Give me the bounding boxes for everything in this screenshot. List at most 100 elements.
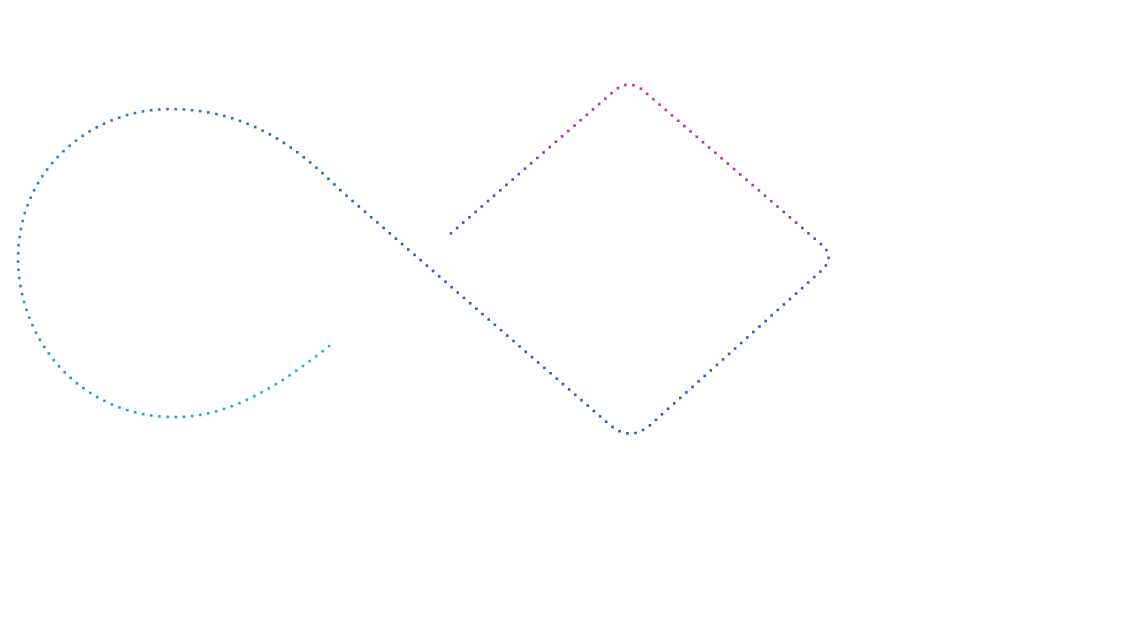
curve-dot (174, 415, 178, 419)
curve-dot (190, 108, 194, 112)
curve-dot (117, 116, 121, 119)
curve-dot (190, 414, 194, 418)
curve-dot (261, 129, 264, 132)
curve-dot (764, 319, 767, 323)
curve-dot (47, 352, 51, 355)
curve-dot (652, 98, 655, 101)
curve-dot (739, 341, 743, 345)
curve-dot (707, 146, 711, 149)
curve-dot (580, 398, 583, 402)
curve-dot (23, 211, 27, 215)
curve-dot (604, 97, 607, 100)
curve-dot (475, 307, 478, 310)
curve-dot (726, 162, 730, 165)
curve-dot (788, 216, 792, 219)
curve-dot (794, 292, 798, 295)
curve-dot (626, 432, 629, 435)
curve-dot (222, 407, 226, 411)
curve-dot (16, 260, 20, 263)
curve-dot (57, 365, 61, 368)
curve-dot (327, 177, 330, 181)
curve-dot (425, 264, 429, 267)
curve-dot (591, 108, 595, 111)
curve-dot (315, 166, 318, 170)
curve-dot (800, 286, 804, 290)
curve-dot (126, 408, 129, 412)
curve-dot (732, 167, 736, 171)
curve-dot (88, 130, 91, 133)
curve-dot (95, 126, 98, 129)
curve-dot (658, 103, 661, 106)
curve-dot (782, 210, 785, 214)
curve-dot (462, 296, 466, 300)
curve-dot (654, 418, 658, 422)
curve-dot (721, 358, 725, 361)
curve-dot (709, 369, 713, 372)
curve-dot (561, 382, 565, 386)
curve-dot (36, 181, 40, 185)
curve-dot (69, 376, 72, 380)
curve-dot (125, 113, 129, 117)
curve-dot (308, 359, 311, 363)
curve-dot (296, 151, 299, 154)
curve-dot (763, 194, 767, 198)
curve-dot (474, 210, 477, 214)
curve-dot (158, 108, 161, 111)
curve-dot (555, 377, 559, 380)
curve-dot (45, 168, 49, 171)
curve-dot (166, 107, 169, 111)
curve-dot (720, 157, 723, 160)
curve-dot (536, 156, 539, 160)
curve-dot (31, 323, 34, 327)
curve-dot (333, 183, 336, 186)
curve-dot (727, 352, 731, 356)
curve-dot (449, 232, 453, 235)
curve-dot (782, 303, 786, 306)
curve-dot (676, 119, 680, 122)
curve-dot (207, 111, 210, 114)
curve-dot (703, 374, 706, 378)
curve-dot (214, 410, 218, 413)
curve-dot (641, 428, 645, 432)
curve-dot (624, 83, 627, 87)
curve-dot (567, 129, 570, 133)
curve-dot (714, 151, 717, 155)
curve-dot (275, 137, 279, 140)
curve-dot (50, 161, 54, 165)
curve-dot (63, 371, 66, 374)
curve-dot (308, 161, 312, 164)
curve-dot (536, 361, 540, 364)
curve-dot (52, 358, 56, 362)
curve-dot (529, 162, 533, 165)
curve-dot (794, 221, 798, 224)
curve-dot (29, 196, 32, 199)
curve-dot (141, 412, 145, 416)
curve-dot (645, 92, 649, 96)
curve-dot (505, 183, 508, 187)
curve-dot (133, 111, 137, 115)
curve-dot (499, 189, 502, 192)
curve-dot (493, 323, 497, 327)
curve-dot (158, 415, 161, 418)
curve-dot (321, 349, 324, 353)
curve-dot (739, 173, 742, 176)
curve-dot (382, 226, 385, 230)
curve-dot (598, 415, 602, 418)
curve-dot (770, 314, 773, 317)
curve-dot (824, 264, 828, 267)
curve-dot (182, 108, 186, 111)
curve-dot (295, 369, 298, 372)
curve-dot (461, 221, 465, 224)
curve-dot (518, 345, 521, 348)
curve-dot (34, 331, 38, 334)
curve-dot (314, 354, 318, 358)
curve-dot (301, 364, 305, 368)
curve-dot (634, 431, 637, 435)
curve-dot (807, 232, 810, 235)
curve-dot (691, 385, 694, 389)
curve-dot (357, 205, 361, 208)
curve-dot (95, 395, 99, 399)
curve-dot (26, 204, 29, 207)
curve-dot (207, 412, 210, 415)
curve-dot (437, 275, 441, 278)
